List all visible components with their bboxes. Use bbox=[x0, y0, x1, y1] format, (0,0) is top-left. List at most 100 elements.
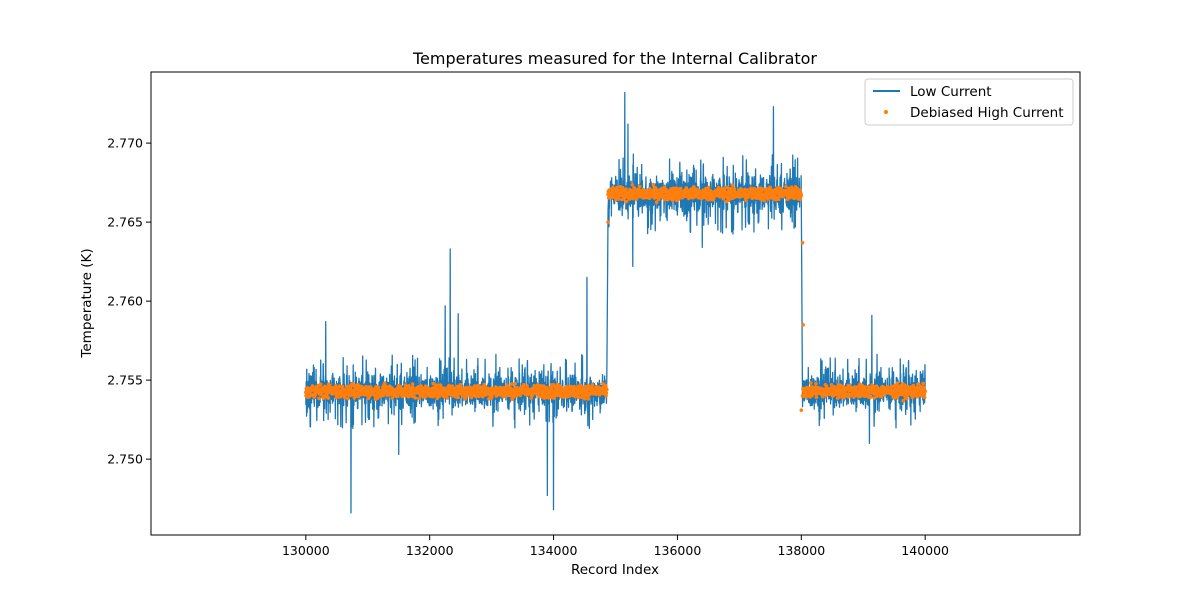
high-current-point bbox=[801, 323, 805, 327]
chart-title: Temperatures measured for the Internal C… bbox=[412, 49, 817, 68]
x-tick-label: 130000 bbox=[282, 543, 330, 558]
high-current-point bbox=[674, 187, 679, 191]
y-tick-label: 2.770 bbox=[107, 136, 143, 151]
high-current-point bbox=[513, 381, 517, 386]
high-current-point bbox=[776, 197, 781, 201]
high-current-point bbox=[606, 220, 610, 224]
y-tick-label: 2.760 bbox=[107, 294, 143, 309]
high-current-point bbox=[837, 395, 841, 399]
high-current-point bbox=[431, 381, 436, 386]
high-current-point bbox=[893, 385, 897, 390]
high-current-point bbox=[905, 396, 909, 401]
x-tick-label: 132000 bbox=[406, 543, 454, 558]
high-current-point bbox=[525, 384, 529, 388]
high-current-point bbox=[813, 385, 818, 390]
high-current-point bbox=[859, 394, 863, 398]
high-current-point bbox=[582, 396, 587, 401]
high-current-point bbox=[814, 382, 818, 386]
high-current-point bbox=[803, 395, 808, 399]
high-current-point bbox=[648, 186, 652, 191]
high-current-point bbox=[860, 383, 865, 388]
high-current-point bbox=[684, 186, 689, 190]
high-current-point bbox=[868, 395, 873, 399]
high-current-point bbox=[601, 381, 605, 386]
high-current-point bbox=[799, 193, 804, 198]
series-low-current bbox=[305, 91, 926, 514]
high-current-point bbox=[576, 395, 581, 400]
high-current-point bbox=[798, 188, 802, 192]
plot-frame bbox=[150, 71, 1081, 536]
high-current-point bbox=[381, 393, 386, 398]
x-axis: 130000 132000 134000 136000 138000 140000 bbox=[282, 535, 949, 558]
high-current-point bbox=[872, 396, 876, 400]
high-current-point bbox=[895, 381, 899, 386]
high-current-point bbox=[537, 394, 541, 399]
high-current-point bbox=[472, 384, 477, 388]
high-current-point bbox=[376, 385, 381, 390]
high-current-point bbox=[509, 382, 514, 386]
high-current-point bbox=[310, 384, 315, 388]
high-current-point bbox=[923, 389, 927, 394]
high-current-point bbox=[784, 184, 788, 189]
high-current-point bbox=[799, 408, 804, 412]
high-current-point bbox=[326, 396, 331, 400]
high-current-point bbox=[699, 196, 704, 201]
high-current-point bbox=[345, 384, 349, 389]
high-current-point bbox=[706, 185, 711, 190]
x-tick-label: 134000 bbox=[530, 543, 578, 558]
high-current-point bbox=[753, 187, 758, 192]
high-current-point bbox=[630, 182, 635, 187]
legend-label-debiased-high-current: Debiased High Current bbox=[910, 105, 1064, 121]
high-current-point bbox=[821, 394, 825, 399]
high-current-point bbox=[494, 394, 499, 398]
high-current-point bbox=[317, 396, 321, 401]
high-current-point bbox=[477, 394, 481, 399]
high-current-point bbox=[730, 183, 735, 187]
high-current-point bbox=[653, 186, 658, 190]
high-current-point bbox=[678, 186, 683, 191]
y-tick-label: 2.765 bbox=[107, 215, 143, 230]
legend: Low Current Debiased High Current bbox=[864, 78, 1074, 126]
high-current-point bbox=[605, 387, 609, 392]
high-current-point bbox=[559, 385, 564, 390]
high-current-point bbox=[852, 395, 856, 400]
high-current-point bbox=[346, 396, 350, 401]
high-current-point bbox=[456, 395, 460, 400]
high-current-point bbox=[800, 240, 805, 245]
high-current-point bbox=[744, 198, 748, 203]
high-current-point bbox=[651, 182, 656, 187]
series-debiased-high-current bbox=[304, 182, 927, 412]
high-current-point bbox=[814, 395, 819, 400]
high-current-point bbox=[406, 394, 411, 399]
x-tick-label: 136000 bbox=[654, 543, 702, 558]
high-current-point bbox=[334, 395, 339, 400]
high-current-point bbox=[910, 395, 915, 400]
high-current-point bbox=[620, 185, 625, 190]
high-current-point bbox=[616, 197, 621, 201]
high-current-point bbox=[522, 382, 526, 387]
high-current-point bbox=[396, 394, 400, 399]
high-current-point bbox=[614, 197, 618, 202]
high-current-point bbox=[768, 185, 772, 190]
high-current-point bbox=[921, 381, 925, 386]
high-current-point bbox=[779, 186, 783, 191]
high-current-point bbox=[624, 187, 628, 191]
high-current-point bbox=[922, 395, 927, 400]
legend-label-low-current: Low Current bbox=[910, 84, 992, 100]
high-current-point bbox=[611, 186, 616, 191]
high-current-point bbox=[318, 382, 323, 387]
high-current-point bbox=[798, 197, 803, 202]
legend-swatch-debiased-high-current bbox=[884, 110, 888, 114]
legend-box bbox=[864, 78, 1074, 126]
x-tick-label: 138000 bbox=[777, 543, 825, 558]
high-current-point bbox=[604, 394, 608, 398]
high-current-point bbox=[590, 383, 595, 387]
high-current-point bbox=[445, 396, 450, 400]
high-current-point bbox=[829, 383, 834, 387]
high-current-point bbox=[624, 199, 629, 204]
high-current-point bbox=[417, 396, 421, 401]
high-current-point bbox=[750, 196, 755, 201]
high-current-point bbox=[368, 385, 373, 389]
high-current-point bbox=[356, 394, 361, 399]
x-axis-label: Record Index bbox=[571, 562, 659, 578]
